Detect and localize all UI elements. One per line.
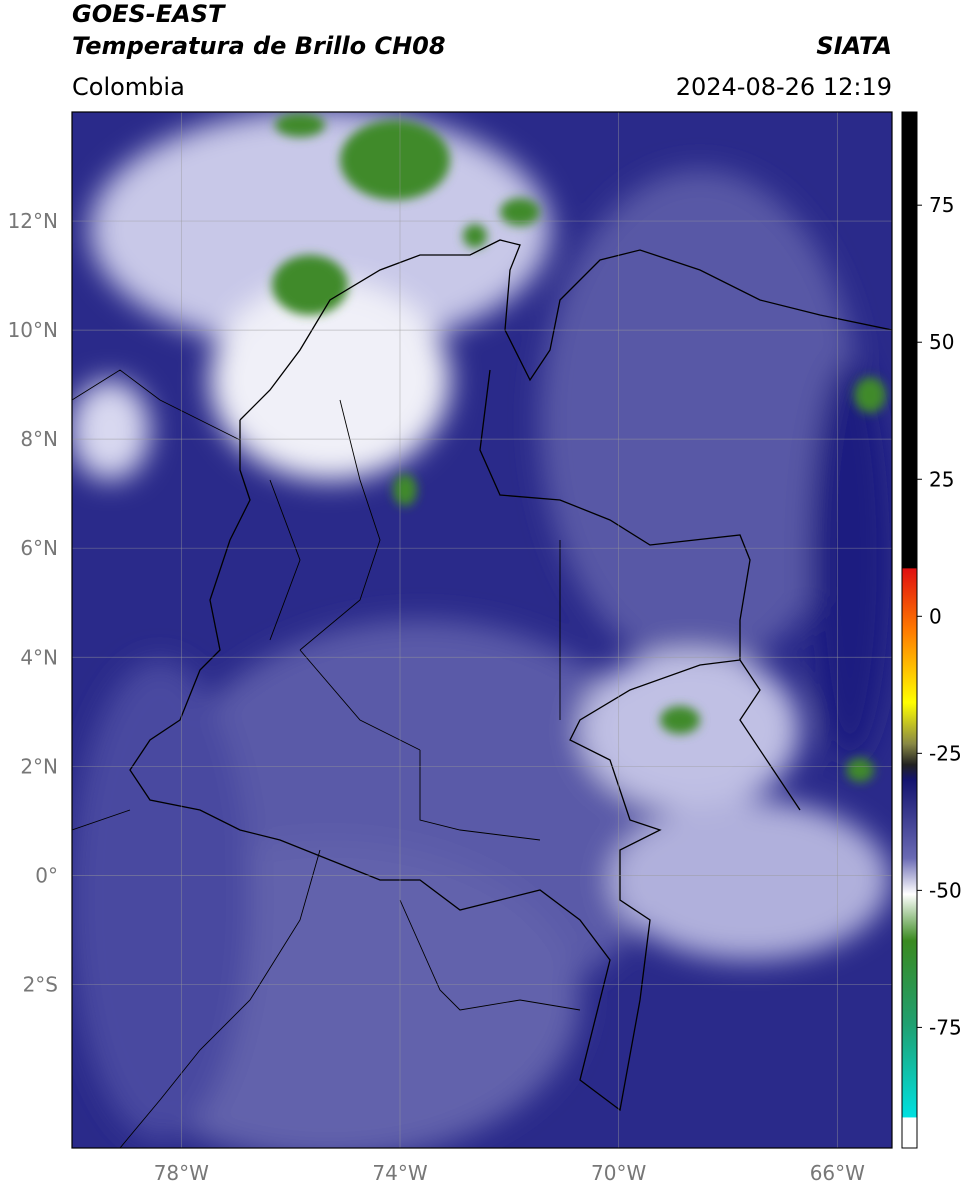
source: SIATA xyxy=(816,32,892,60)
lon-label: 78°W xyxy=(154,1161,209,1185)
lon-label: 74°W xyxy=(372,1161,427,1185)
datetime: 2024-08-26 12:19 xyxy=(676,73,892,101)
colorbar-label: 75 xyxy=(929,193,954,217)
lat-label: 2°N xyxy=(20,754,58,778)
colorbar-label: 25 xyxy=(929,467,954,491)
lat-label: 6°N xyxy=(20,536,58,560)
colorbar-label: -25 xyxy=(929,741,962,765)
lat-label: 10°N xyxy=(8,318,58,342)
title: GOES-EAST xyxy=(72,0,226,28)
lat-label: 12°N xyxy=(8,209,58,233)
colorbar xyxy=(901,111,918,1149)
lon-label: 70°W xyxy=(591,1161,646,1185)
lat-label: 2°S xyxy=(23,972,58,996)
lat-label: 8°N xyxy=(20,427,58,451)
map-frame xyxy=(71,111,893,1149)
lat-label: 4°N xyxy=(20,645,58,669)
colorbar-label: 50 xyxy=(929,330,954,354)
lat-label: 0° xyxy=(35,863,58,887)
satellite-image xyxy=(72,112,892,1148)
colorbar-label: 0 xyxy=(929,604,942,628)
lon-label: 66°W xyxy=(810,1161,865,1185)
region: Colombia xyxy=(72,73,185,101)
subtitle: Temperatura de Brillo CH08 xyxy=(72,32,446,60)
colorbar-label: -75 xyxy=(929,1015,962,1039)
colorbar-label: -50 xyxy=(929,878,962,902)
